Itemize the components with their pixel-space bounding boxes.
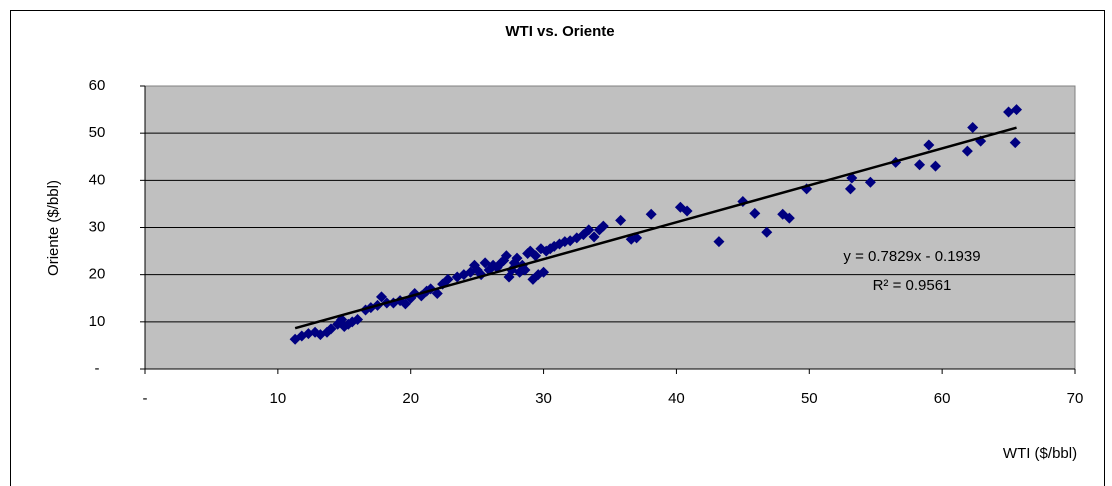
y-tick-label: 20 — [89, 266, 106, 283]
point — [923, 139, 935, 151]
point — [479, 257, 491, 269]
point — [1009, 137, 1021, 149]
point — [375, 291, 387, 303]
point — [511, 252, 523, 264]
point — [500, 250, 512, 262]
x-tick-label: 40 — [668, 390, 685, 407]
y-tick-label: - — [95, 360, 100, 377]
point — [506, 264, 518, 276]
point — [538, 266, 550, 278]
point — [588, 231, 600, 243]
x-tick-label: 30 — [535, 390, 552, 407]
point — [442, 273, 454, 285]
trendline — [294, 126, 1017, 330]
point — [681, 205, 693, 217]
point — [325, 323, 337, 335]
y-tick-label: 60 — [89, 77, 106, 94]
point — [615, 214, 627, 226]
y-axis-label: Oriente ($/bbl) — [45, 180, 62, 276]
y-tick-label: 10 — [89, 313, 106, 330]
x-tick-label: 60 — [934, 390, 951, 407]
point — [352, 313, 364, 325]
point — [961, 145, 973, 157]
point — [431, 288, 443, 300]
y-tick-label: 40 — [89, 171, 106, 188]
x-tick-label: - — [143, 390, 148, 407]
x-tick-label: 70 — [1067, 390, 1084, 407]
y-tick-label: 30 — [89, 218, 106, 235]
x-tick-label: 50 — [801, 390, 818, 407]
y-tick-label: 50 — [89, 124, 106, 141]
point — [645, 208, 657, 220]
x-tick-label: 10 — [270, 390, 287, 407]
x-tick-label: 20 — [402, 390, 419, 407]
chart-title: WTI vs. Oriente — [505, 23, 614, 40]
point — [713, 236, 725, 248]
point — [749, 207, 761, 219]
point — [914, 159, 926, 171]
point — [519, 264, 531, 276]
point — [583, 224, 595, 236]
point — [530, 250, 542, 262]
point — [967, 122, 979, 134]
annotation: R² = 0.9561 — [873, 277, 952, 294]
point — [761, 226, 773, 238]
annotation: y = 0.7829x - 0.1939 — [843, 248, 980, 265]
point — [1011, 104, 1023, 116]
point — [783, 212, 795, 224]
point — [597, 220, 609, 232]
point — [524, 245, 536, 257]
point — [844, 183, 856, 195]
point — [930, 160, 941, 172]
x-axis-label: WTI ($/bbl) — [1003, 445, 1077, 462]
point — [864, 176, 876, 188]
point — [1003, 106, 1015, 118]
